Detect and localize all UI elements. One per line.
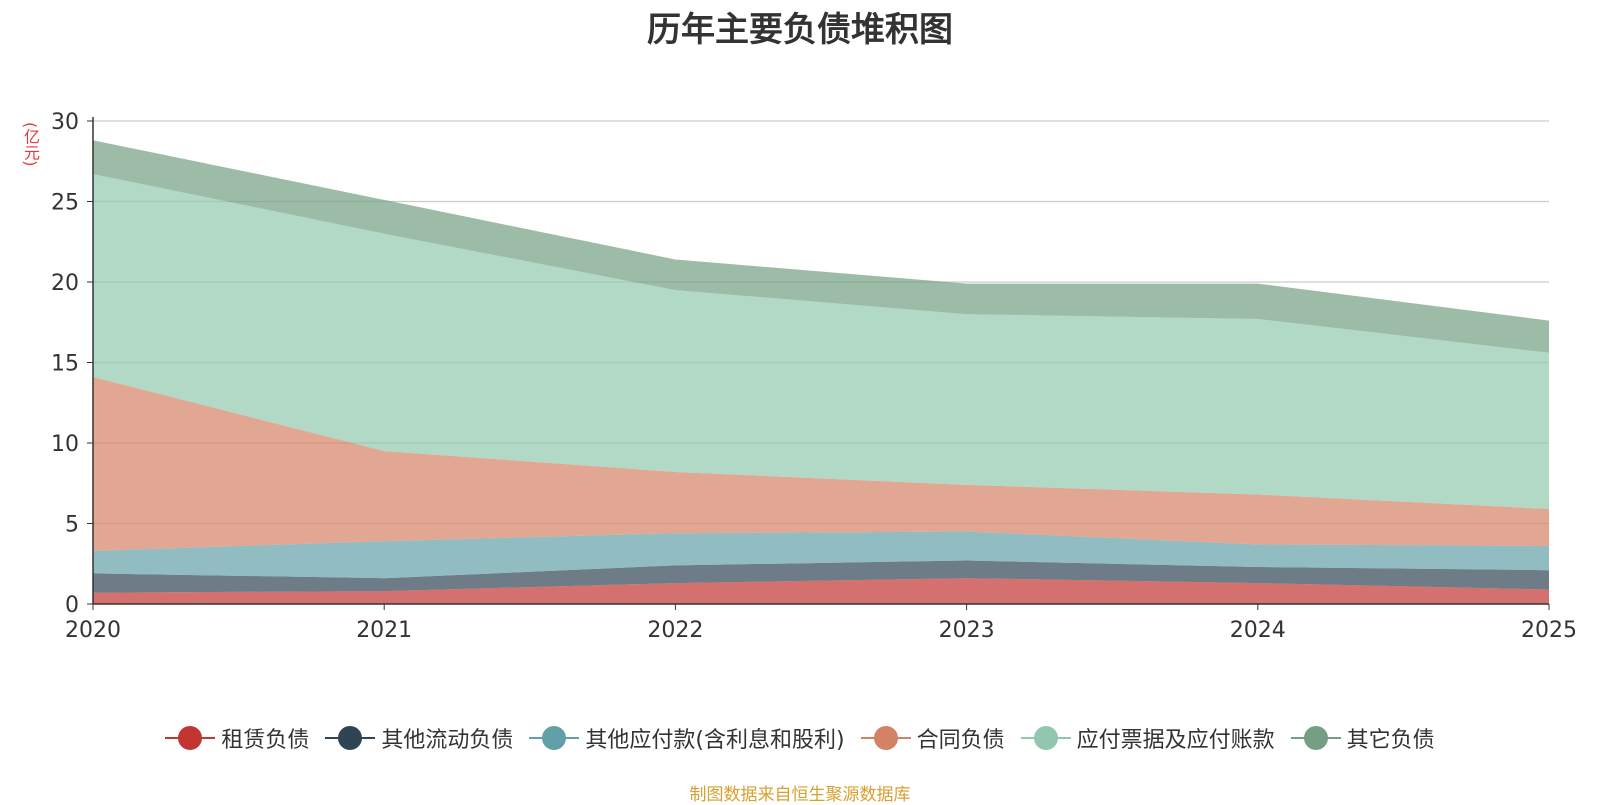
data-point-series-5[interactable] bbox=[1547, 319, 1551, 323]
legend-label: 合同负债 bbox=[916, 728, 1005, 753]
x-tick-label: 2023 bbox=[939, 618, 995, 643]
legend-item-2[interactable]: 其他应付款(含利息和股利) bbox=[529, 722, 845, 754]
x-tick-label: 2021 bbox=[356, 618, 412, 643]
x-tick-label: 2022 bbox=[647, 618, 703, 643]
x-tick-label: 2020 bbox=[65, 618, 121, 643]
legend-marker-icon bbox=[529, 726, 580, 750]
data-point-series-5[interactable] bbox=[673, 257, 677, 261]
y-tick-label: 25 bbox=[51, 191, 79, 216]
area-series-2[interactable] bbox=[93, 531, 1549, 579]
legend-item-3[interactable]: 合同负债 bbox=[860, 722, 1005, 754]
legend-item-1[interactable]: 其他流动负债 bbox=[325, 722, 513, 754]
area-series-3[interactable] bbox=[93, 377, 1549, 551]
area-series-0[interactable] bbox=[93, 578, 1549, 604]
legend-item-0[interactable]: 租赁负债 bbox=[165, 722, 309, 754]
area-series-1[interactable] bbox=[93, 560, 1549, 593]
legend-marker-icon bbox=[1020, 726, 1071, 750]
legend-label: 应付票据及应付账款 bbox=[1076, 728, 1275, 753]
y-axis-unit-label: (亿元) bbox=[21, 122, 40, 167]
area-series-4[interactable] bbox=[93, 174, 1549, 509]
data-point-series-5[interactable] bbox=[382, 198, 386, 202]
y-tick-label: 10 bbox=[51, 432, 79, 457]
y-tick-label: 15 bbox=[51, 352, 79, 377]
data-point-series-5[interactable] bbox=[965, 282, 969, 286]
y-tick-label: 20 bbox=[51, 271, 79, 296]
area-series-5[interactable] bbox=[93, 140, 1549, 353]
y-tick-label: 0 bbox=[65, 593, 79, 618]
data-source-note: 制图数据来自恒生聚源数据库 bbox=[689, 785, 911, 805]
legend-label: 租赁负债 bbox=[221, 728, 310, 753]
y-tick-label: 5 bbox=[65, 513, 79, 538]
legend-marker-icon bbox=[165, 726, 216, 750]
x-tick-label: 2024 bbox=[1230, 618, 1286, 643]
chart-title: 历年主要负债堆积图 bbox=[647, 10, 953, 50]
legend-marker-icon bbox=[1290, 726, 1341, 750]
chart-legend: 租赁负债 其他流动负债 其他应付款(含利息和股利) 合同负债 应付票据及应付账款 其它负债 bbox=[0, 722, 1600, 754]
legend-item-4[interactable]: 应付票据及应付账款 bbox=[1020, 722, 1275, 754]
legend-marker-icon bbox=[325, 726, 376, 750]
legend-marker-icon bbox=[860, 726, 911, 750]
y-tick-label: 30 bbox=[51, 110, 79, 135]
legend-label: 其它负债 bbox=[1346, 728, 1435, 753]
legend-item-5[interactable]: 其它负债 bbox=[1290, 722, 1435, 754]
legend-label: 其他应付款(含利息和股利) bbox=[585, 728, 845, 753]
x-tick-label: 2025 bbox=[1521, 618, 1577, 643]
data-point-series-5[interactable] bbox=[1256, 282, 1260, 286]
legend-label: 其他流动负债 bbox=[381, 728, 514, 753]
